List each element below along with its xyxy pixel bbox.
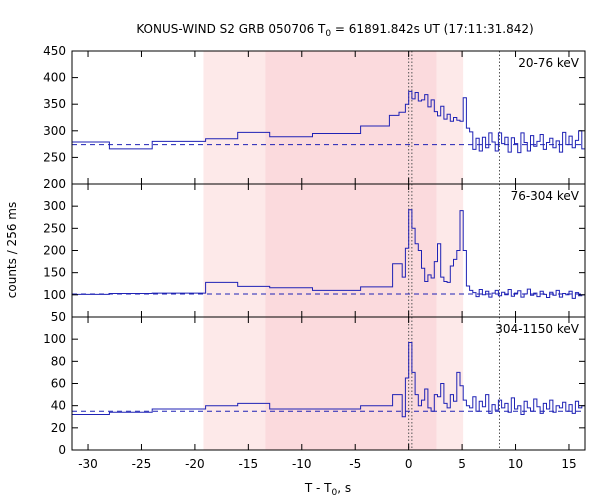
- panel-3-ytick-label-100: 100: [43, 332, 66, 346]
- panel-1-count-series: [72, 90, 585, 154]
- panel-2-ytick-label-250: 250: [43, 221, 66, 235]
- panel-2-ytick-label-50: 50: [51, 310, 66, 324]
- panel-3-ytick-label-0: 0: [58, 443, 66, 457]
- xtick-label--30: -30: [78, 457, 98, 471]
- chart-title-rest: = 61891.842s UT (17:11:31.842): [331, 22, 534, 36]
- x-axis-label-rest: , s: [337, 481, 351, 495]
- x-axis-label: T - T0, s: [304, 481, 351, 498]
- panel-3-energy-label: 304-1150 keV: [495, 322, 579, 336]
- panel-3-ytick-label-80: 80: [51, 354, 66, 368]
- panel-3-ytick-label-60: 60: [51, 377, 66, 391]
- panel-2-energy-label: 76-304 keV: [511, 189, 580, 203]
- panel-3-ytick-label-40: 40: [51, 399, 66, 413]
- xtick-label-5: 5: [458, 457, 466, 471]
- panel-2-ytick-label-200: 200: [43, 244, 66, 258]
- panel-3-ytick-label-20: 20: [51, 421, 66, 435]
- chart-title-subscript: 0: [325, 29, 331, 39]
- panel-2-count-series: [72, 209, 585, 299]
- panel-2-ytick-label-150: 150: [43, 266, 66, 280]
- panel-1-ytick-label-250: 250: [43, 150, 66, 164]
- panel-1-ytick-label-400: 400: [43, 71, 66, 85]
- xtick-label--10: -10: [292, 457, 312, 471]
- xtick-label-15: 15: [561, 457, 576, 471]
- y-axis-label: counts / 256 ms: [5, 202, 19, 298]
- panel-2-ytick-label-100: 100: [43, 288, 66, 302]
- panel-1-energy-label: 20-76 keV: [518, 56, 580, 70]
- chart-title: KONUS-WIND S2 GRB 050706 T0 = 61891.842s…: [136, 22, 533, 39]
- xtick-label--20: -20: [185, 457, 205, 471]
- shaded-region-2: [265, 51, 437, 450]
- x-axis-label-subscript: 0: [332, 488, 338, 498]
- panel-3-count-series: [72, 342, 585, 418]
- panel-1-ytick-label-200: 200: [43, 177, 66, 191]
- panel-1-ytick-label-300: 300: [43, 124, 66, 138]
- panel-2-ytick-label-300: 300: [43, 199, 66, 213]
- chart-title-main: KONUS-WIND S2 GRB 050706 T: [136, 22, 326, 36]
- x-axis-label-main: T - T: [304, 481, 332, 495]
- xtick-label-0: 0: [405, 457, 413, 471]
- panel-1-ytick-label-450: 450: [43, 44, 66, 58]
- xtick-label--15: -15: [239, 457, 259, 471]
- xtick-label--25: -25: [132, 457, 152, 471]
- panel-1-ytick-label-350: 350: [43, 97, 66, 111]
- xtick-label--5: -5: [349, 457, 361, 471]
- xtick-label-10: 10: [508, 457, 523, 471]
